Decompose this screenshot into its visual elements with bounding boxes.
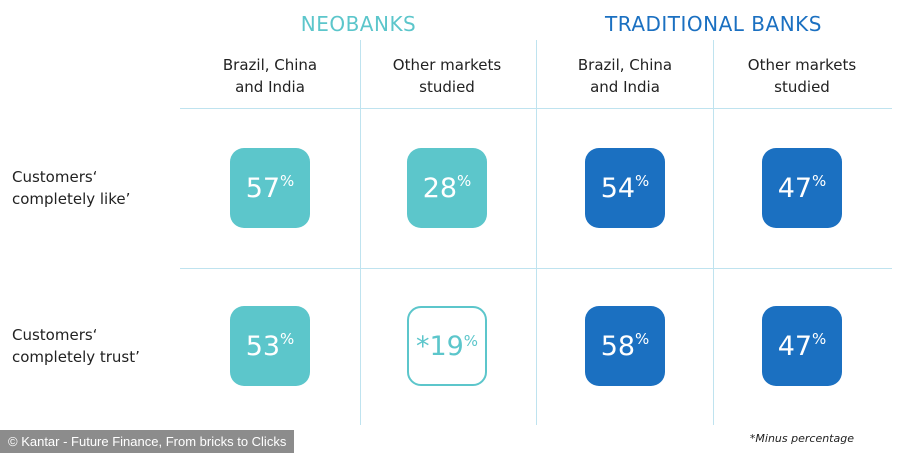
- row-divider: [180, 268, 892, 269]
- value-tile: 47%: [762, 306, 842, 386]
- value-tile: 54%: [585, 148, 665, 228]
- header-line: and India: [235, 78, 305, 96]
- value-number: 53: [245, 330, 281, 362]
- footnote: *Minus percentage: [749, 432, 854, 445]
- value-unit: %: [457, 172, 472, 190]
- value-number: *19: [415, 330, 464, 362]
- value-tile: 28%: [407, 148, 487, 228]
- value-tile: 58%: [585, 306, 665, 386]
- value-unit: %: [463, 332, 479, 350]
- value-tile: 47%: [762, 148, 842, 228]
- label-line: completely trust’: [12, 348, 140, 366]
- value-number: 54: [600, 172, 636, 204]
- row-divider: [180, 108, 892, 109]
- group-title: NEOBANKS: [300, 12, 417, 36]
- value-unit: %: [812, 172, 827, 190]
- header-line: Other markets: [747, 56, 857, 74]
- value-tile: *19%: [407, 306, 487, 386]
- header-line: studied: [774, 78, 830, 96]
- column-header: Other markets studied: [717, 54, 887, 98]
- value-number: 28: [422, 172, 458, 204]
- value-number: 47: [777, 330, 813, 362]
- column-header: Brazil, China and India: [185, 54, 355, 98]
- value-unit: %: [812, 330, 827, 348]
- value-unit: %: [635, 172, 650, 190]
- credit: © Kantar - Future Finance, From bricks t…: [0, 430, 295, 453]
- value-unit: %: [280, 172, 295, 190]
- group-title: TRADITIONAL BANKS: [605, 12, 822, 36]
- header-line: Brazil, China: [577, 56, 673, 74]
- row-label: Customers‘ completely like’: [12, 166, 172, 210]
- label-line: completely like’: [12, 190, 131, 208]
- column-divider: [360, 40, 361, 425]
- value-tile: 57%: [230, 148, 310, 228]
- header-line: Other markets: [392, 56, 502, 74]
- label-line: Customers‘: [12, 326, 98, 344]
- column-header: Brazil, China and India: [540, 54, 710, 98]
- value-tile: 53%: [230, 306, 310, 386]
- value-unit: %: [280, 330, 295, 348]
- value-number: 47: [777, 172, 813, 204]
- header-line: Brazil, China: [222, 56, 318, 74]
- header-line: studied: [419, 78, 475, 96]
- header-line: and India: [590, 78, 660, 96]
- value-unit: %: [635, 330, 650, 348]
- column-divider: [713, 40, 714, 425]
- value-number: 58: [600, 330, 636, 362]
- column-divider: [536, 40, 537, 425]
- value-number: 57: [245, 172, 281, 204]
- label-line: Customers‘: [12, 168, 98, 186]
- row-label: Customers‘ completely trust’: [12, 324, 172, 368]
- column-header: Other markets studied: [362, 54, 532, 98]
